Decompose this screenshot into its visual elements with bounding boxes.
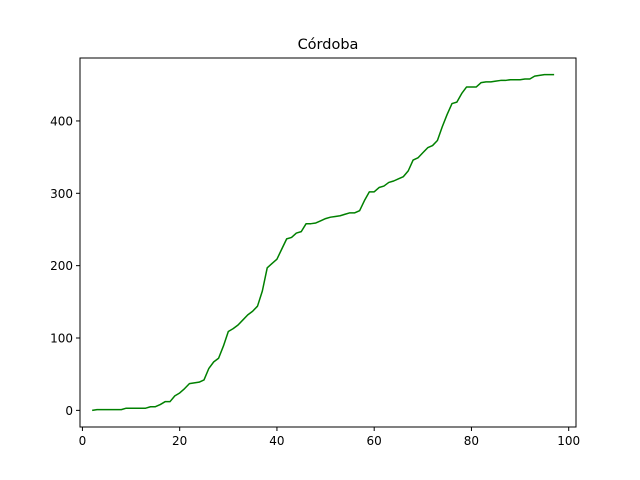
x-axis: 0 20 40 60 80 100 <box>79 427 580 448</box>
y-tick-label: 200 <box>50 259 73 273</box>
x-tick-label: 60 <box>367 434 382 448</box>
y-tick-label: 400 <box>50 114 73 128</box>
y-tick-label: 100 <box>50 332 73 346</box>
plot-frame <box>79 57 577 428</box>
y-tick-label: 0 <box>65 404 73 418</box>
y-axis: 0 100 200 300 400 <box>50 114 80 418</box>
series-line-0 <box>92 73 555 412</box>
y-tick-label: 300 <box>50 187 73 201</box>
x-tick-label: 20 <box>172 434 187 448</box>
chart-title: Córdoba <box>298 37 359 53</box>
plot-area <box>92 73 555 412</box>
x-tick-label: 0 <box>79 434 87 448</box>
x-tick-label: 40 <box>269 434 284 448</box>
x-tick-label: 80 <box>464 434 479 448</box>
x-tick-label: 100 <box>557 434 580 448</box>
